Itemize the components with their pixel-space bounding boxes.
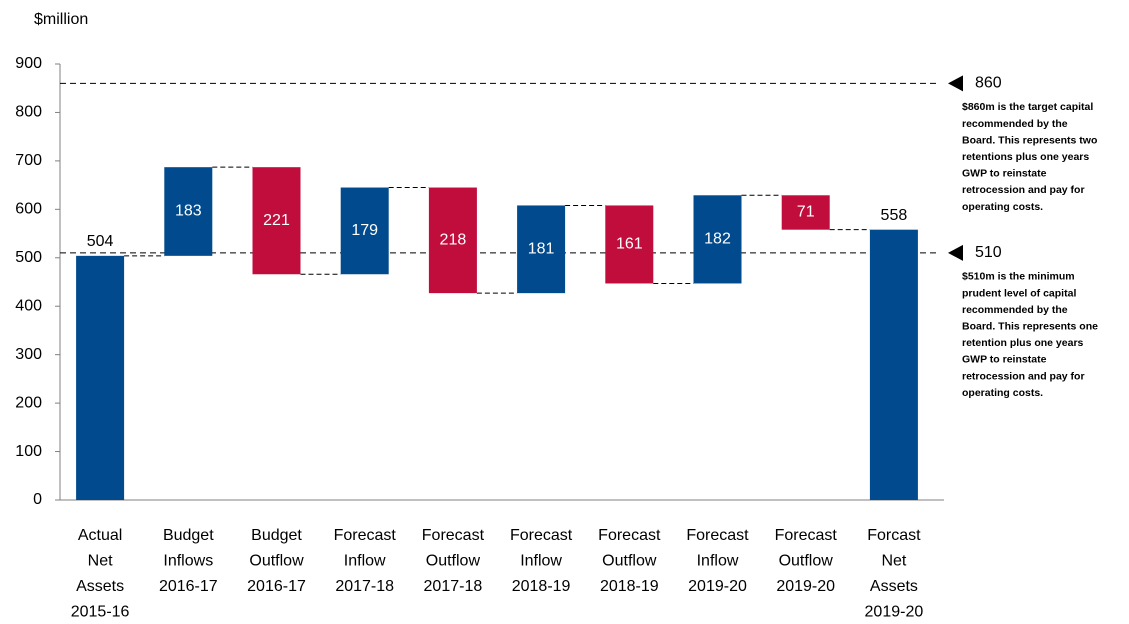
- reference-note: recommended by the: [962, 118, 1068, 130]
- reference-note: Board. This represents two: [962, 134, 1097, 146]
- y-tick-label: 700: [15, 152, 42, 169]
- bar: [517, 205, 566, 294]
- x-tick-label: Forecast: [510, 527, 573, 544]
- data-label: 504: [87, 233, 114, 250]
- y-tick-label: 200: [15, 394, 42, 411]
- x-tick-label: Actual: [78, 527, 122, 544]
- data-label: 558: [881, 207, 908, 224]
- x-tick-label: Inflow: [520, 553, 562, 570]
- x-tick-label: 2017-18: [335, 578, 394, 595]
- x-tick-label: Net: [88, 553, 113, 570]
- x-tick-label: 2019-20: [865, 604, 924, 621]
- x-tick-label: Forecast: [686, 527, 749, 544]
- x-tick-label: 2016-17: [159, 578, 218, 595]
- bar: [869, 229, 918, 500]
- data-label: 218: [440, 232, 467, 249]
- x-tick-label: Forecast: [334, 527, 397, 544]
- data-label: 179: [351, 222, 378, 239]
- x-tick-label: 2018-19: [600, 578, 659, 595]
- data-label: 71: [797, 204, 815, 221]
- x-tick-label: Inflow: [697, 553, 739, 570]
- x-tick-label: Net: [881, 553, 906, 570]
- x-tick-label: Inflow: [344, 553, 386, 570]
- x-tick-label: Inflows: [163, 553, 213, 570]
- x-tick-label: Forcast: [867, 527, 921, 544]
- reference-note: retentions plus one years: [962, 151, 1089, 163]
- x-tick-label: Assets: [870, 578, 918, 595]
- bar: [428, 187, 477, 294]
- reference-note: retrocession and pay for: [962, 184, 1085, 196]
- y-tick-label: 400: [15, 297, 42, 314]
- reference-note: $510m is the minimum: [962, 271, 1075, 283]
- y-tick-label: 500: [15, 249, 42, 266]
- x-tick-label: Outflow: [426, 553, 481, 570]
- bar: [605, 205, 654, 284]
- reference-note: prudent level of capital: [962, 287, 1076, 299]
- reference-note: GWP to reinstate: [962, 168, 1047, 180]
- x-tick-label: Budget: [251, 527, 302, 544]
- x-tick-label: 2019-20: [776, 578, 835, 595]
- reference-note: operating costs.: [962, 387, 1043, 399]
- x-tick-label: 2019-20: [688, 578, 747, 595]
- x-tick-label: 2016-17: [247, 578, 306, 595]
- data-label: 161: [616, 236, 643, 253]
- y-tick-label: 300: [15, 346, 42, 363]
- x-tick-label: Budget: [163, 527, 214, 544]
- x-tick-label: Outflow: [602, 553, 657, 570]
- reference-value: 860: [975, 75, 1002, 92]
- y-axis-label: $million: [34, 11, 88, 28]
- bar: [164, 167, 213, 256]
- reference-marker: [948, 75, 963, 92]
- x-tick-label: Forecast: [422, 527, 485, 544]
- reference-note: recommended by the: [962, 304, 1068, 316]
- x-tick-label: 2018-19: [512, 578, 571, 595]
- data-label: 221: [263, 212, 290, 229]
- data-label: 182: [704, 231, 731, 248]
- reference-note: operating costs.: [962, 201, 1043, 213]
- y-tick-label: 0: [33, 491, 42, 508]
- x-tick-label: Outflow: [779, 553, 834, 570]
- x-tick-label: Assets: [76, 578, 124, 595]
- reference-note: retrocession and pay for: [962, 370, 1085, 382]
- y-tick-label: 100: [15, 443, 42, 460]
- reference-note: $860m is the target capital: [962, 101, 1093, 113]
- data-label: 183: [175, 203, 202, 220]
- reference-marker: [948, 244, 963, 261]
- reference-note: Board. This represents one: [962, 321, 1098, 333]
- x-tick-label: Outflow: [249, 553, 304, 570]
- y-tick-label: 800: [15, 104, 42, 121]
- reference-note: GWP to reinstate: [962, 354, 1047, 366]
- reference-value: 510: [975, 244, 1002, 261]
- reference-note: retention plus one years: [962, 337, 1084, 349]
- x-tick-label: 2017-18: [424, 578, 483, 595]
- bar: [781, 195, 830, 230]
- x-tick-label: Forecast: [598, 527, 661, 544]
- x-tick-label: 2015-16: [71, 604, 130, 621]
- bar: [76, 255, 125, 500]
- data-label: 181: [528, 241, 555, 258]
- bar: [340, 187, 389, 275]
- y-tick-label: 900: [15, 55, 42, 72]
- bar: [693, 195, 742, 284]
- x-tick-label: Forecast: [775, 527, 838, 544]
- bar: [252, 167, 301, 275]
- y-tick-label: 600: [15, 201, 42, 218]
